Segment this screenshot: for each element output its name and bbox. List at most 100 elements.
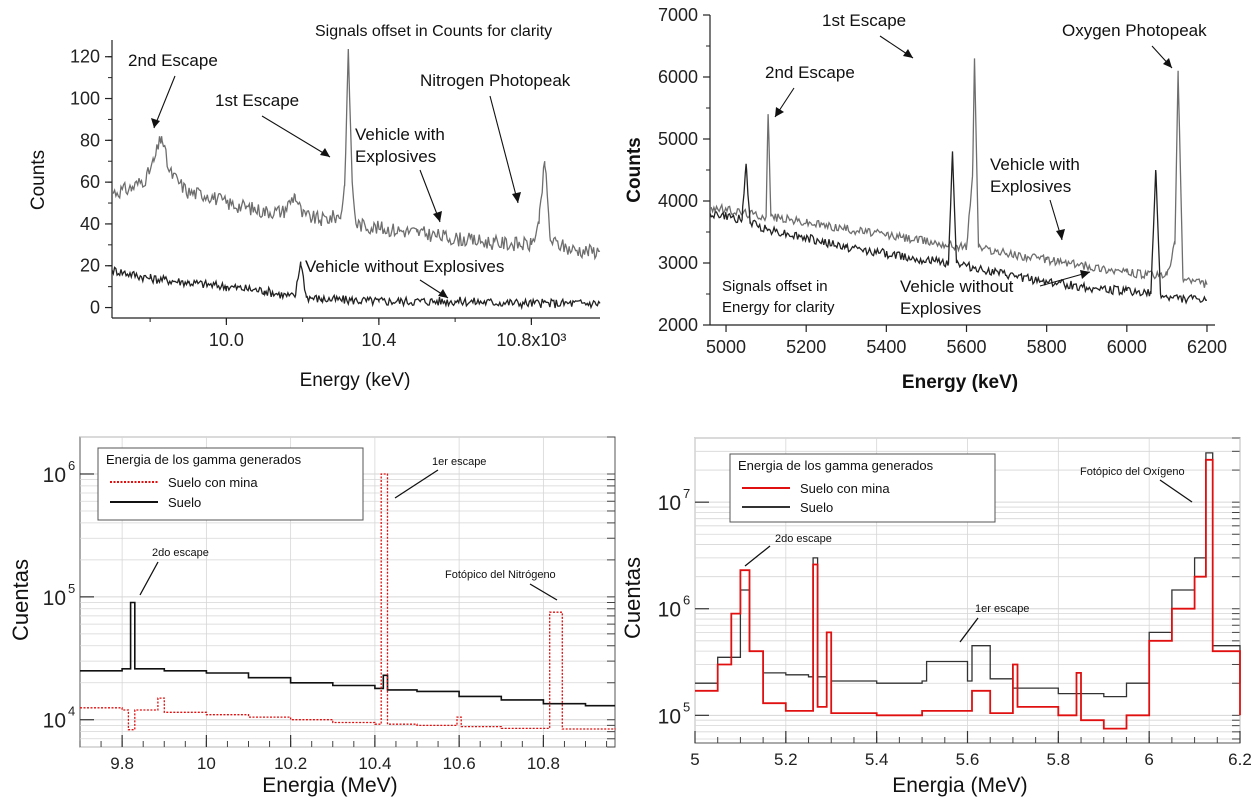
y-tick-label: 10 bbox=[658, 599, 681, 622]
panel-d-x-label: Energia (MeV) bbox=[892, 774, 1027, 797]
panel-a: 0 20 40 60 80 100 120 10.0 10.4 10.8x10³ Energy … bbox=[28, 23, 601, 391]
panel-b-ann-vehicle-with: Vehicle with bbox=[990, 155, 1080, 174]
panel-b-arrowhead-with bbox=[1056, 229, 1065, 240]
panel-b-ann-vehicle-without: Vehicle without bbox=[900, 277, 1014, 296]
y-tick-exponent: 4 bbox=[68, 704, 75, 719]
panel-a-x-label: Energy (keV) bbox=[300, 370, 411, 391]
panel-a-series-with-explosives bbox=[111, 48, 601, 261]
panel-d-line-1er bbox=[959, 617, 979, 643]
x-tick-label: 9.8 bbox=[110, 754, 134, 773]
y-tick-label: 3000 bbox=[658, 253, 698, 273]
x-tick-label: 5 bbox=[690, 750, 699, 769]
y-tick-exponent: 7 bbox=[683, 486, 690, 501]
panel-c-x-label: Energia (MeV) bbox=[262, 774, 397, 797]
panel-a-arrowhead-with bbox=[433, 211, 442, 222]
x-tick-label: 10.4 bbox=[361, 330, 396, 350]
panel-b-series-without-explosives bbox=[709, 151, 1207, 305]
panel-c-ann-fotopico: Fotópico del Nitrógeno bbox=[445, 569, 556, 581]
panel-d-series-suelo-con-mina bbox=[695, 458, 1241, 730]
panel-b-arrowhead-2nd bbox=[775, 107, 784, 117]
panel-d-ann-1er-escape: 1er escape bbox=[975, 603, 1029, 615]
y-tick-exponent: 5 bbox=[68, 581, 75, 596]
x-tick-label: 10.6 bbox=[443, 754, 476, 773]
x-tick-label: 5200 bbox=[786, 337, 826, 357]
panel-b-arrowhead-without bbox=[1080, 270, 1090, 279]
panel-d-legend-mina: Suelo con mina bbox=[800, 481, 890, 496]
panel-a-y-label: Counts bbox=[28, 150, 49, 210]
panel-c-legend-mina: Suelo con mina bbox=[168, 475, 258, 490]
y-tick-exponent: 6 bbox=[683, 593, 690, 608]
panel-c-line-2do bbox=[139, 561, 159, 596]
panel-a-arrow-1st bbox=[261, 115, 331, 158]
panel-b-arrowhead-1st bbox=[903, 49, 913, 58]
panel-c-line-1er bbox=[394, 469, 439, 499]
panel-c-y-label: Cuentas bbox=[8, 559, 33, 641]
panel-b-series-with-explosives bbox=[709, 58, 1208, 288]
panel-c-legend-suelo: Suelo bbox=[168, 495, 201, 510]
panel-a-arrowhead-1st bbox=[320, 148, 330, 157]
panel-b-y-label: Counts bbox=[624, 137, 645, 202]
x-tick-label: 10.4 bbox=[358, 754, 391, 773]
panel-a-arrow-2nd bbox=[153, 75, 176, 129]
panel-b-ann-explosives: Explosives bbox=[990, 177, 1071, 196]
y-tick-label: 20 bbox=[80, 256, 100, 276]
y-tick-label: 40 bbox=[80, 214, 100, 234]
panel-a-series-without-explosives bbox=[111, 261, 601, 311]
panel-c-legend bbox=[97, 447, 364, 521]
panel-a-ann-without: Vehicle without Explosives bbox=[305, 257, 504, 276]
panel-d-ann-2do-escape: 2do escape bbox=[775, 533, 832, 545]
panel-d-y-label: Cuentas bbox=[620, 557, 645, 639]
panel-d-legend-title: Energia de los gamma generados bbox=[738, 458, 934, 473]
x-tick-label: 6000 bbox=[1107, 337, 1147, 357]
y-tick-label: 120 bbox=[70, 47, 100, 67]
x-tick-label: 6200 bbox=[1187, 337, 1227, 357]
x-tick-label: 10.0 bbox=[209, 330, 244, 350]
x-tick-label: 5800 bbox=[1027, 337, 1067, 357]
panel-a-arrowhead-nitrogen bbox=[512, 192, 521, 203]
panel-b-x-label: Energy (keV) bbox=[902, 372, 1018, 393]
panel-a-arrowhead-2nd bbox=[151, 118, 160, 128]
panel-c-series-suelo-con-mina bbox=[80, 473, 616, 731]
panel-c-line-fotopico bbox=[529, 583, 558, 601]
panel-b-ann-2nd-escape: 2nd Escape bbox=[765, 63, 855, 82]
panel-d-line-2do bbox=[744, 545, 771, 567]
panel-a-arrow-nitrogen bbox=[489, 95, 519, 204]
x-tick-label: 6 bbox=[1144, 750, 1153, 769]
y-tick-label: 10 bbox=[658, 492, 681, 515]
x-tick-label: 6.2 bbox=[1228, 750, 1252, 769]
panel-c-legend-title: Energia de los gamma generados bbox=[106, 452, 302, 467]
y-tick-label: 0 bbox=[90, 298, 100, 318]
y-tick-label: 80 bbox=[80, 130, 100, 150]
y-tick-label: 7000 bbox=[658, 5, 698, 25]
y-tick-label: 100 bbox=[70, 89, 100, 109]
y-tick-exponent: 6 bbox=[68, 458, 75, 473]
panel-c-series-suelo bbox=[80, 601, 615, 707]
panel-b-arrowhead-oxygen bbox=[1163, 58, 1172, 68]
panel-c-ann-1er-escape: 1er escape bbox=[432, 456, 486, 468]
x-tick-label: 5400 bbox=[866, 337, 906, 357]
x-tick-label: 5.4 bbox=[865, 750, 889, 769]
x-tick-label: 10.2 bbox=[274, 754, 307, 773]
x-tick-label: 5000 bbox=[706, 337, 746, 357]
panel-b-ann-offset-2: Energy for clarity bbox=[722, 299, 835, 316]
x-tick-label: 5600 bbox=[946, 337, 986, 357]
y-tick-label: 10 bbox=[43, 587, 66, 610]
panel-b: 2000 3000 4000 5000 6000 7000 5000 5200 5400 560… bbox=[624, 5, 1227, 393]
panel-d-line-fotopico bbox=[1159, 479, 1193, 503]
panel-a-ann-explosives: Explosives bbox=[355, 147, 436, 166]
panel-a-ann-2nd-escape: 2nd Escape bbox=[128, 51, 218, 70]
panel-d-ann-fotopico: Fotópico del Oxígeno bbox=[1080, 466, 1185, 478]
y-tick-label: 2000 bbox=[658, 315, 698, 335]
panel-d-legend-suelo: Suelo bbox=[800, 500, 833, 515]
panel-a-ann-nitrogen: Nitrogen Photopeak bbox=[420, 71, 571, 90]
y-tick-label: 60 bbox=[80, 172, 100, 192]
panel-a-ann-vehicle-with: Vehicle with bbox=[355, 125, 445, 144]
y-tick-label: 10 bbox=[658, 705, 681, 728]
panel-a-arrowhead-without bbox=[438, 289, 448, 298]
y-tick-label: 5000 bbox=[658, 129, 698, 149]
x-tick-label: 5.2 bbox=[774, 750, 798, 769]
x-tick-label: 5.6 bbox=[956, 750, 980, 769]
